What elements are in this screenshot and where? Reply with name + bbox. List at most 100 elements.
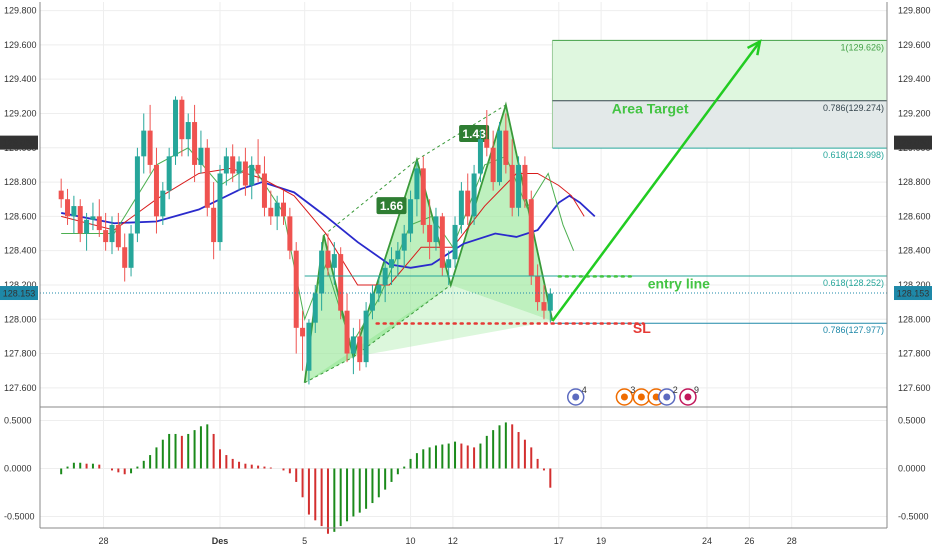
candle-body	[477, 139, 483, 174]
candle-body	[166, 156, 172, 191]
calendar-event-dot	[620, 393, 628, 401]
price-tag-right-label: 129.030	[897, 138, 930, 148]
price-tag-right-label: 128.153	[897, 289, 930, 299]
candle-body	[173, 99, 179, 157]
candle-body	[471, 173, 477, 217]
y-tick-label-left: 129.200	[4, 108, 37, 118]
candle-body	[528, 199, 534, 277]
candle-body	[236, 161, 242, 174]
candle-body	[490, 147, 496, 183]
target-zone	[551, 40, 887, 149]
candle-body	[541, 302, 547, 311]
calendar-event-dot	[572, 393, 580, 401]
candle-body	[395, 250, 401, 260]
x-tick-label: 12	[448, 536, 458, 546]
fib-label: 0.618(128.252)	[823, 278, 884, 288]
x-tick-label: 19	[596, 536, 606, 546]
annotation-text: Area Target	[612, 100, 689, 116]
y-tick-label-right: 128.800	[898, 177, 931, 187]
candle-body	[160, 190, 166, 217]
candle-body	[300, 327, 306, 337]
candle-body	[128, 233, 134, 268]
moving-average-line	[61, 167, 585, 286]
target-arrow-head	[746, 39, 762, 56]
candle-body	[458, 190, 464, 225]
candle-body	[408, 199, 414, 234]
candle-body	[223, 156, 229, 174]
pattern-base-left	[304, 284, 451, 383]
fib-label: 0.786(129.274)	[823, 103, 884, 113]
candle-body	[350, 336, 356, 354]
y-tick-label-left: 128.200	[4, 280, 37, 290]
event-count: 9	[694, 385, 699, 395]
candle-body	[306, 322, 312, 371]
candle-body	[325, 250, 331, 268]
y-tick-label-right: 128.000	[898, 314, 931, 324]
candle-body	[58, 190, 64, 200]
pattern-triangle-bcd	[353, 159, 451, 357]
candle-body	[242, 161, 248, 186]
y-tick-label-left: 128.000	[4, 314, 37, 324]
candle-body	[153, 164, 159, 217]
candle-body	[261, 173, 267, 208]
x-tick-label: 10	[406, 536, 416, 546]
candle-body	[71, 206, 77, 217]
y-tick-label-left: 127.800	[4, 349, 37, 359]
osc-tick-label-right: -0.5000	[898, 511, 929, 521]
ratio-label: 1.66	[380, 199, 404, 213]
x-tick-label: 26	[744, 536, 754, 546]
candle-body	[287, 216, 293, 251]
candle-body	[433, 216, 439, 243]
y-tick-label-right: 127.600	[898, 383, 931, 393]
candle-body	[338, 254, 344, 311]
candle-body	[96, 216, 102, 231]
candle-body	[90, 216, 96, 220]
candle-body	[452, 224, 458, 260]
candle-body	[319, 250, 325, 294]
y-tick-label-left: 129.400	[4, 74, 37, 84]
candle-body	[509, 164, 515, 208]
pattern-triangle-xab	[304, 235, 354, 383]
event-count: 4	[582, 385, 587, 395]
y-tick-label-right: 128.600	[898, 211, 931, 221]
candle-body	[357, 336, 363, 363]
x-tick-label: 24	[702, 536, 712, 546]
candlesticks	[58, 96, 553, 385]
calendar-event-dot	[684, 393, 692, 401]
candle-body	[535, 276, 541, 303]
x-tick-label: 28	[787, 536, 797, 546]
candle-body	[185, 122, 191, 140]
candle-body	[255, 164, 261, 174]
candle-body	[217, 173, 223, 243]
pattern-triangle-def	[450, 104, 553, 321]
candle-body	[84, 219, 90, 234]
annotation-text: SL	[633, 320, 651, 336]
candle-body	[204, 147, 210, 208]
y-tick-label-right: 129.800	[898, 6, 931, 16]
candle-body	[122, 247, 128, 268]
price-tag-left-label: 129.030	[3, 138, 36, 148]
price-tag-left	[0, 286, 38, 301]
candle-body	[363, 310, 369, 363]
y-tick-label-right: 128.200	[898, 280, 931, 290]
price-tag-right	[894, 286, 932, 301]
y-tick-label-left: 127.600	[4, 383, 37, 393]
candle-body	[65, 199, 71, 217]
candle-body	[103, 230, 109, 243]
y-tick-label-left: 128.800	[4, 177, 37, 187]
candle-body	[496, 130, 502, 183]
candle-body	[141, 130, 147, 157]
pattern-diagonal	[353, 284, 452, 358]
candle-body	[369, 293, 375, 311]
candle-body	[312, 293, 318, 323]
fib-label: 0.786(127.977)	[823, 325, 884, 335]
candle-body	[446, 259, 452, 268]
candle-body	[389, 259, 395, 268]
candle-body	[522, 164, 528, 200]
event-count: 2	[673, 385, 678, 395]
candle-body	[192, 122, 198, 165]
osc-tick-label-left: 0.5000	[4, 416, 32, 426]
calendar-event-dot	[637, 393, 645, 401]
target-zone-upper	[552, 40, 887, 101]
